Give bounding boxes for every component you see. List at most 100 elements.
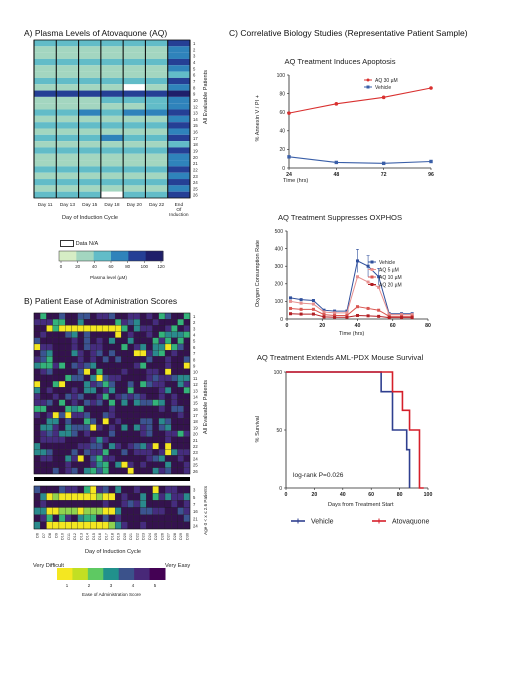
ease-cell [146,493,153,501]
ease-cell [52,442,60,450]
ease-cell [83,356,91,363]
ease-cell [58,521,66,530]
ease-cell [77,418,85,425]
ease-cell [127,493,134,501]
x-tick-label: 60 [368,492,374,498]
plasma-heatmap-tick-labels: 1234567891012131415161718192021222324252… [38,41,199,218]
ease-cell [52,467,60,475]
ease-cell [65,356,72,363]
ease-cell [121,325,128,332]
heatmap-cell [34,172,57,180]
x-tick-label: 60 [390,323,396,329]
ease-cell [90,500,97,508]
ease-cell [127,500,134,508]
ease-cell [52,393,60,400]
ease-cell [133,312,141,320]
ease-cell [83,312,91,320]
ease-col-tick: D11 [67,533,71,540]
ease-cell [96,393,103,400]
ease-cell [139,449,147,456]
ease-col-tick: D15 [92,533,96,540]
ease-cell [108,405,116,413]
ease-cell [46,521,53,530]
ease-colorbar-tick-label: 3 [110,583,113,588]
ease-cell [152,418,159,425]
plasma-row-tick: 6 [193,73,196,78]
data-point [289,312,293,316]
ease-cell [96,461,103,468]
ease-cell [71,461,78,468]
data-point [381,95,386,100]
ease-cell [40,405,47,413]
panel-b-ylabel-top: All Evaluable Patients [203,380,209,435]
ease-cell [102,455,110,462]
heatmap-cell [167,141,190,148]
ease-cell [90,507,97,515]
ease-cell [65,500,72,508]
ease-cell [133,424,141,431]
ease-cell [183,325,191,332]
data-na-swatch [60,240,74,247]
ease-cell [102,514,110,522]
ease-colorbar: 1 2 3 4 5 [57,568,166,588]
heatmap-cell [167,103,190,110]
ease-cell [71,500,78,508]
ease-cell [133,331,141,338]
ease-cell [158,350,166,357]
ease-cell [96,436,103,444]
ease-cell [40,343,47,351]
ease-cell [171,449,178,456]
ease-cell [108,442,116,450]
ease-cell [121,380,128,388]
data-point [356,275,359,279]
ease-cell [90,362,97,369]
heatmap-cell [123,141,146,148]
ease-cell [52,362,60,369]
ease-cell [46,514,53,522]
heatmap-cell [123,52,146,59]
ease-cell [164,449,172,456]
y-tick-label: 0 [279,486,282,492]
survival-chart: 0 50 100 0 20 40 60 80 100 Vehicle Atovaquone [274,370,433,526]
heatmap-cell [34,71,57,78]
heatmap-cell [34,77,57,85]
data-point [377,314,381,318]
heatmap-cell [34,65,57,72]
ease-cell [77,350,85,357]
heatmap-cell [100,65,124,72]
ease-cell [71,424,78,431]
ease-cell [40,399,47,407]
ease-cell [146,467,153,475]
ease-cell [121,514,128,522]
ease-col-tick: D19 [117,533,121,540]
ease-cell [90,436,97,444]
heatmap-cell [100,128,124,135]
ease-colorbar-segment [149,568,166,580]
heatmap-cell [145,77,168,85]
ease-cell [71,436,78,444]
ease-cell [65,436,72,444]
ease-cell [71,356,78,363]
ease-cell [146,442,153,450]
ease-row-tick: 19 [193,425,198,430]
ease-cell [77,312,85,320]
ease-cell [158,399,166,407]
ease-cell [139,485,147,494]
ease-col-tick: D24 [148,533,152,540]
ease-cell [71,485,78,494]
data-point [345,313,349,317]
legend-marker [370,268,374,271]
ease-cell [177,350,184,357]
ease-col-tick: D21 [129,533,133,540]
plasma-colorbar-segment [93,251,112,261]
ease-cell [146,356,153,363]
ease-cell [164,521,172,530]
y-tick-label: 500 [275,229,284,235]
ease-cell [40,411,47,419]
ease-col-tick: D14 [86,533,90,540]
heatmap-cell [56,84,79,91]
ease-cell [152,493,159,501]
heatmap-cell [123,160,146,167]
legend-label: Vehicle [379,260,395,266]
ease-cell [71,455,78,462]
